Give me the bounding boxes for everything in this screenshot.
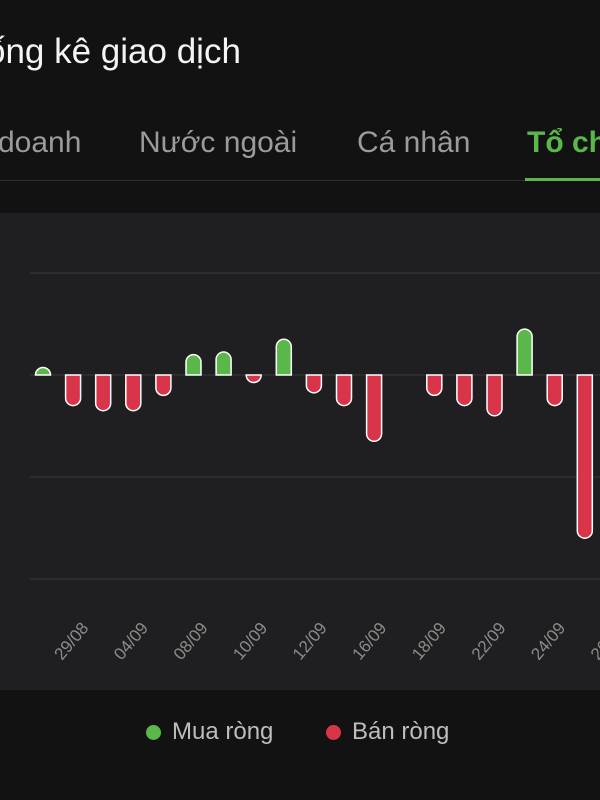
legend-label-sell: Bán ròng [352, 718, 450, 745]
legend-item-sell[interactable]: Bán ròng [326, 712, 449, 752]
tab-doanh[interactable]: doanh [0, 126, 82, 159]
legend-dot-buy [146, 724, 161, 740]
bar-net-sell[interactable] [486, 374, 503, 417]
tabs-divider [0, 180, 600, 181]
x-tick-label: 29/08 [51, 619, 93, 664]
x-tick-label: 04/09 [110, 619, 152, 664]
x-tick-label: 18/09 [408, 619, 450, 664]
bar-net-buy[interactable] [516, 328, 533, 376]
chart-legend: Mua ròng Bán ròng [0, 712, 600, 752]
bar-net-sell[interactable] [125, 374, 142, 412]
bar-net-buy[interactable] [185, 353, 202, 376]
active-tab-indicator [525, 178, 600, 181]
legend-dot-sell [326, 724, 341, 740]
bar-net-sell[interactable] [426, 374, 443, 397]
bar-net-sell[interactable] [335, 374, 353, 407]
x-tick-label: 08/09 [170, 619, 212, 664]
bar-net-buy[interactable] [275, 338, 293, 376]
bar-net-buy[interactable] [215, 351, 232, 376]
bar-net-sell[interactable] [245, 374, 262, 384]
bar-net-sell[interactable] [546, 374, 563, 407]
page-title: ống kê giao dịch [0, 32, 241, 71]
x-tick-label: 24/09 [527, 619, 569, 664]
x-tick-label: 10/09 [229, 619, 271, 664]
bar-net-sell[interactable] [155, 374, 172, 397]
x-tick-label: 16/09 [349, 619, 391, 664]
tab-to-chuc[interactable]: Tổ ch [527, 126, 600, 159]
tab-bar: doanh Nước ngoài Cá nhân Tổ ch [0, 108, 600, 182]
x-tick-label: 12/09 [289, 619, 331, 664]
bar-net-sell[interactable] [456, 374, 473, 407]
legend-label-buy: Mua ròng [172, 718, 274, 745]
bar-net-sell[interactable] [94, 374, 112, 412]
tab-nuoc-ngoai[interactable]: Nước ngoài [139, 126, 298, 159]
bar-net-sell[interactable] [576, 374, 594, 539]
x-tick-label: 26/0 [587, 626, 600, 664]
legend-item-buy[interactable]: Mua ròng [146, 712, 273, 752]
tab-ca-nhan[interactable]: Cá nhân [357, 126, 471, 159]
bar-net-sell[interactable] [365, 374, 383, 442]
x-tick-label: 22/09 [468, 619, 510, 664]
chart-panel: 29/08 04/09 08/09 10/09 12/09 16/09 18/09 22/09… [0, 213, 600, 690]
bar-net-buy[interactable] [34, 366, 52, 376]
bar-net-sell[interactable] [305, 374, 323, 394]
bar-net-sell[interactable] [64, 374, 82, 407]
net-trading-chart: 29/08 04/09 08/09 10/09 12/09 16/09 18/09 22/09… [30, 272, 600, 664]
